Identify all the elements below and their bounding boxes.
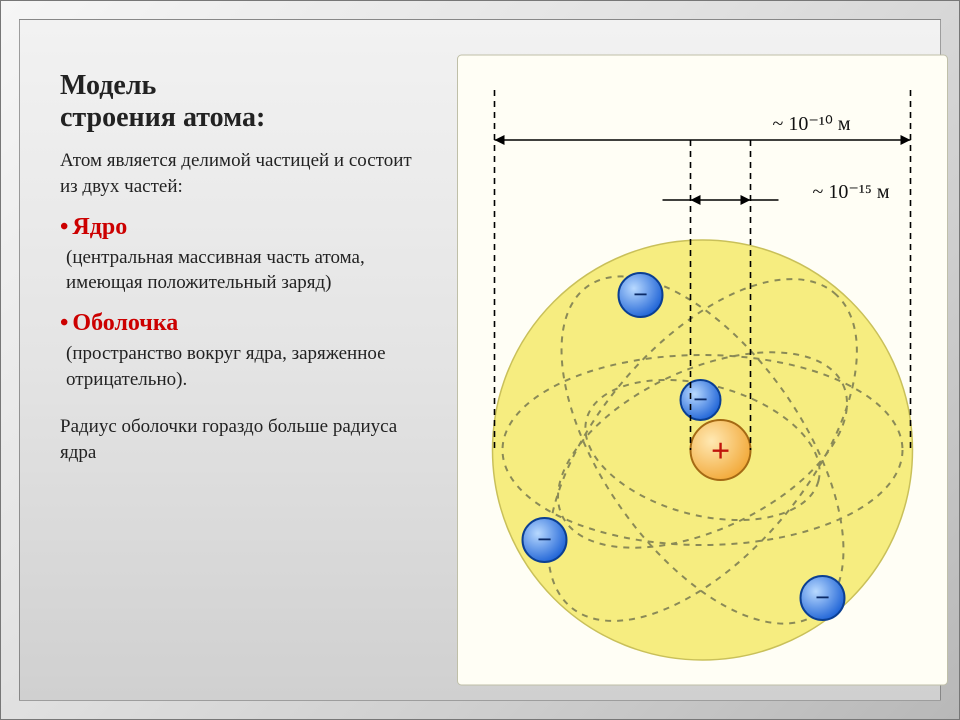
outer-dim-label: ~ 10⁻¹⁰ м	[773, 113, 851, 135]
slide-inner: Модель строения атома: Атом является дел…	[19, 19, 941, 701]
title-line2: строения атома:	[60, 102, 265, 133]
minus-icon: −	[815, 583, 830, 612]
plus-icon: +	[711, 433, 730, 470]
bullet-dot-icon: •	[60, 310, 68, 336]
slide-frame: Модель строения атома: Атом является дел…	[0, 0, 960, 720]
bullet-shell: •Оболочка	[60, 310, 420, 337]
atom-diagram: +−−−−~ 10⁻¹⁰ м~ 10⁻¹⁵ м	[450, 50, 955, 690]
title-line1: Модель	[60, 70, 156, 101]
shell-description: (пространство вокруг ядра, заряженное от…	[66, 341, 420, 392]
bullet-nucleus-label: Ядро	[72, 214, 127, 240]
slide-title: Модель строения атома:	[60, 70, 420, 134]
bullet-dot-icon: •	[60, 214, 68, 240]
radius-note: Радиус оболочки гораздо больше радиуса я…	[60, 414, 420, 465]
nucleus-description: (центральная массивная часть атома, имею…	[66, 245, 420, 296]
bullet-nucleus: •Ядро	[60, 214, 420, 241]
intro-paragraph: Атом является делимой частицей и состоит…	[60, 148, 420, 199]
minus-icon: −	[633, 280, 648, 309]
minus-icon: −	[693, 385, 708, 414]
atom-svg: +−−−−~ 10⁻¹⁰ м~ 10⁻¹⁵ м	[450, 50, 955, 690]
minus-icon: −	[537, 525, 552, 554]
inner-dim-label: ~ 10⁻¹⁵ м	[813, 181, 890, 203]
bullet-shell-label: Оболочка	[72, 310, 178, 336]
text-column: Модель строения атома: Атом является дел…	[60, 70, 420, 480]
